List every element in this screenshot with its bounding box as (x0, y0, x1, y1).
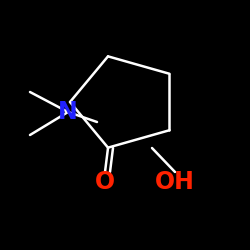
Text: OH: OH (155, 170, 195, 194)
Text: O: O (95, 170, 115, 194)
Text: N: N (58, 100, 78, 124)
